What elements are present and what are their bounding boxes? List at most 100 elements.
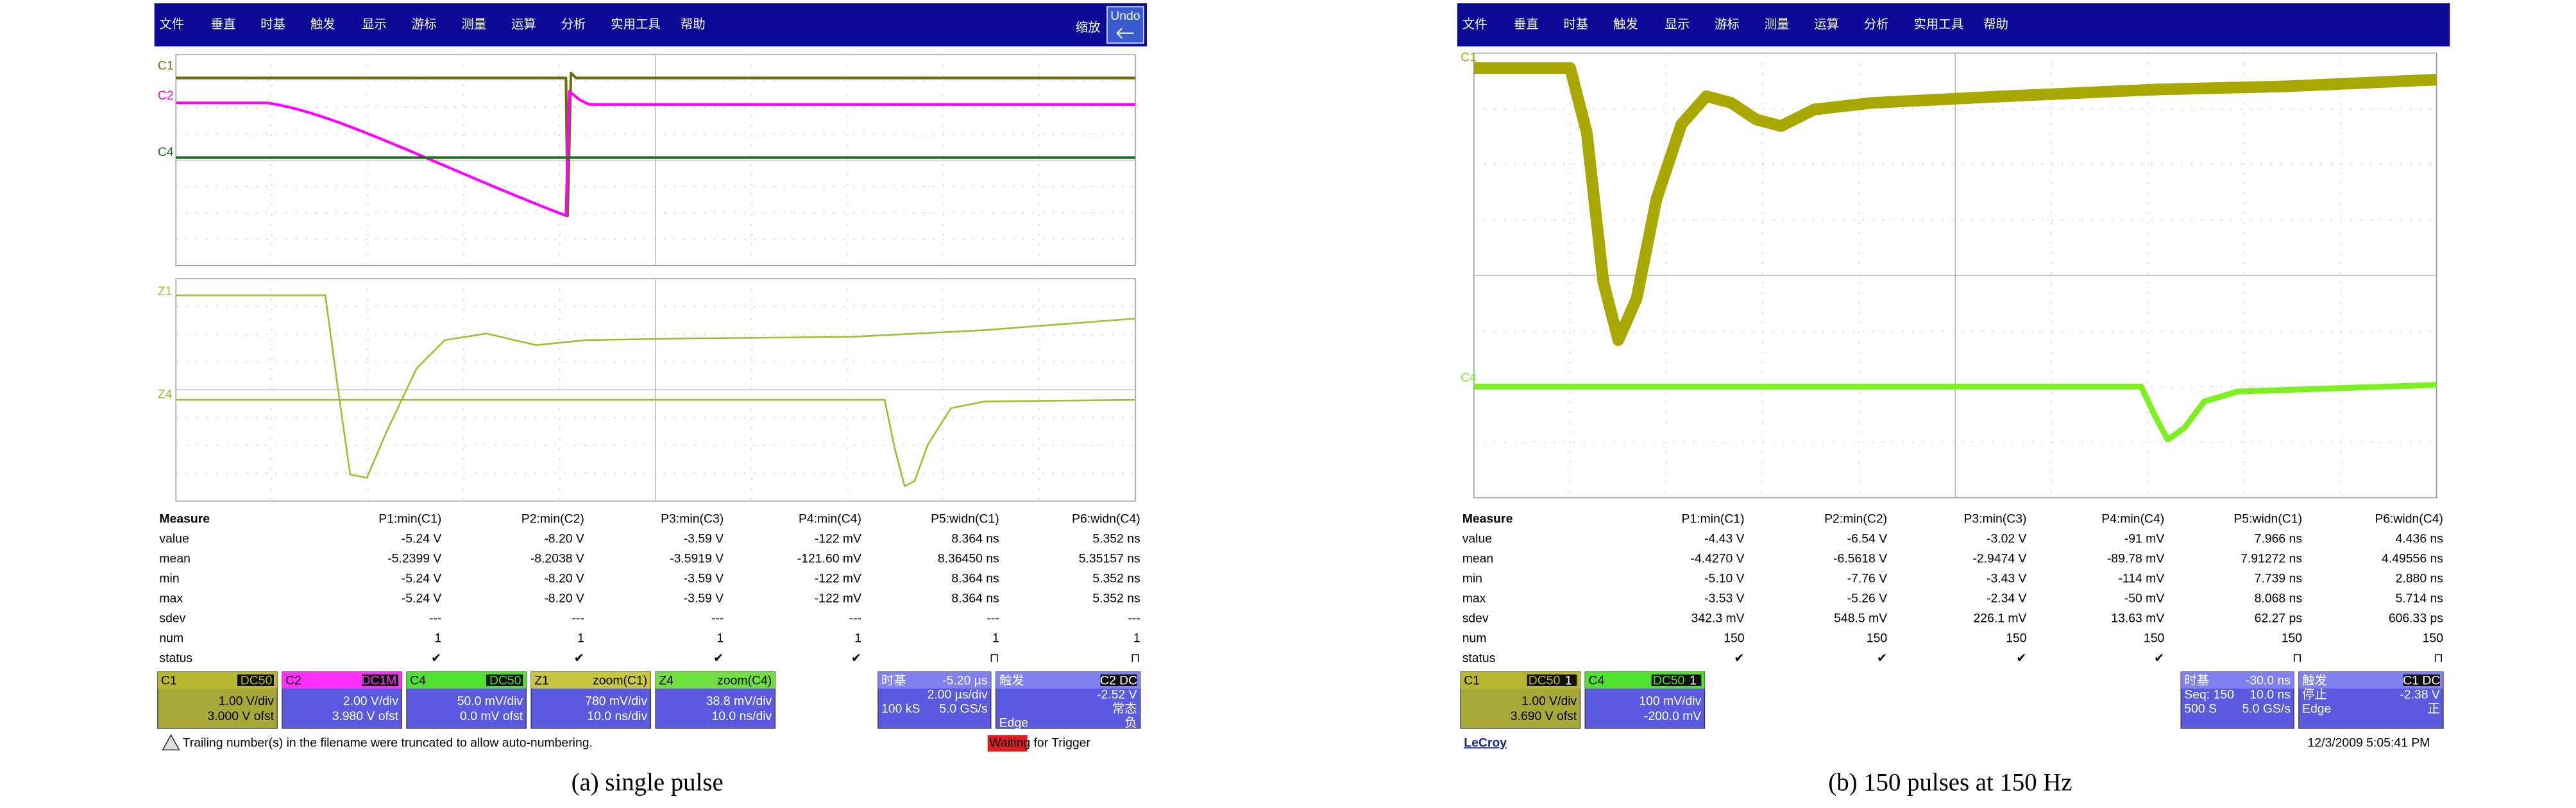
menu-item[interactable]: 游标 — [1715, 17, 1740, 31]
menu-item[interactable]: 实用工具 — [1914, 17, 1964, 31]
measure-header: P1:min(C1) — [1682, 511, 1745, 526]
coupling-tag-box — [237, 674, 274, 686]
menu-item[interactable]: 帮助 — [1983, 17, 2008, 31]
menu-item[interactable]: 帮助 — [681, 17, 706, 31]
measure-value: -4.4270 V — [1691, 551, 1745, 565]
menu-item[interactable]: 分析 — [561, 17, 586, 31]
waveform — [1473, 382, 2437, 443]
measure-value: ✔ — [574, 651, 584, 665]
channel-setting: 2.00 V/div — [343, 694, 399, 709]
trigger-setting: 常态 — [1112, 701, 1137, 716]
measure-value: 1 — [992, 631, 999, 645]
menu-item[interactable]: 时基 — [260, 17, 285, 31]
measure-row-label: min — [1462, 571, 1482, 585]
measure-value: 8.364 ns — [951, 571, 999, 585]
measure-value: 4.436 ns — [2396, 531, 2443, 546]
channel-name: Z4 — [659, 673, 674, 687]
menu-item[interactable]: 文件 — [159, 17, 184, 31]
menu-item[interactable]: 分析 — [1864, 17, 1889, 31]
measure-value: -3.59 V — [684, 571, 724, 585]
measure-value: 8.068 ns — [2255, 591, 2302, 605]
menu-item[interactable]: 运算 — [511, 17, 536, 31]
measure-value: ✔ — [2154, 651, 2164, 665]
measure-value: ✔ — [1877, 651, 1887, 665]
measure-value: 5.352 ns — [1092, 571, 1140, 585]
trace-label: Z4 — [158, 387, 173, 401]
timebase-value: -5.20 µs — [942, 673, 987, 687]
measure-value: 13.63 mV — [2111, 611, 2164, 625]
measure-value: 8.36450 ns — [938, 551, 999, 565]
measure-value: -5.24 V — [402, 571, 442, 585]
measure-value: -5.24 V — [402, 591, 442, 605]
measure-value: -50 mV — [2124, 591, 2165, 605]
menu-item[interactable]: 测量 — [461, 17, 486, 31]
trace-label: C4 — [158, 145, 174, 159]
measure-row-label: num — [1462, 631, 1487, 645]
measure-value: 1 — [577, 631, 584, 645]
measure-value: -5.2399 V — [387, 551, 441, 565]
measure-value: --- — [572, 611, 584, 625]
menu-item[interactable]: 垂直 — [1514, 17, 1539, 31]
measure-value: ⊓ — [2292, 651, 2302, 665]
measure-value: -3.02 V — [1987, 531, 2027, 546]
menu-item[interactable]: 垂直 — [211, 17, 236, 31]
measure-header: P1:min(C1) — [378, 511, 441, 526]
menu-item[interactable]: 触发 — [1613, 17, 1638, 31]
zoom-source: zoom(C4) — [717, 673, 772, 687]
caption: (b) 150 pulses at 150 Hz — [1828, 769, 2072, 796]
trigger-setting: Edge — [999, 716, 1028, 730]
scope-panel: 文件 垂直 时基 触发 显示 游标 测量 运算 分析 实用工具 帮助 缩放UndoC1C2C4Z1Z4… — [154, 3, 1148, 796]
measure-value: -114 mV — [2118, 571, 2164, 585]
measure-value: --- — [987, 611, 999, 625]
trace-label: C2 — [158, 89, 174, 103]
menu-item[interactable]: 游标 — [412, 17, 437, 31]
measure-value: 1 — [435, 631, 442, 645]
channel-setting: 3.690 V ofst — [1511, 709, 1577, 723]
measure-header: P4:min(C4) — [799, 511, 861, 526]
measure-value: ✔ — [1734, 651, 1744, 665]
channel-setting: -200.0 mV — [1644, 709, 1702, 723]
coupling-tag: DC50 — [1653, 673, 1685, 687]
timebase-setting: 5.0 GS/s — [939, 701, 987, 716]
measure-value: -8.20 V — [544, 591, 584, 605]
measure-row-label: num — [159, 631, 183, 645]
measure-value: -122 mV — [815, 531, 861, 546]
waveform — [176, 399, 1135, 487]
menu-item[interactable]: 实用工具 — [611, 17, 661, 31]
measure-value: 150 — [2282, 631, 2303, 645]
measure-value: 150 — [1867, 631, 1888, 645]
measure-row-label: status — [159, 651, 192, 665]
coupling-tag: DC50 — [241, 673, 273, 687]
timebase-header — [2181, 672, 2294, 689]
measure-row-label: value — [1462, 531, 1492, 546]
menu-item[interactable]: 测量 — [1765, 17, 1790, 31]
channel-header — [531, 672, 651, 689]
coupling-tag: DC1M — [362, 673, 397, 687]
measure-header: P5:widn(C1) — [931, 511, 999, 526]
measure-value: 1 — [1133, 631, 1140, 645]
measure-value: -121.60 mV — [797, 551, 861, 565]
zoom-button[interactable]: 缩放 — [1076, 21, 1101, 35]
channel-header — [656, 672, 775, 689]
menu-item[interactable]: 文件 — [1462, 17, 1487, 31]
status-highlight — [987, 735, 1028, 752]
menu-item[interactable]: 运算 — [1814, 17, 1839, 31]
trace-label: Z1 — [158, 284, 173, 298]
menu-item[interactable]: 时基 — [1564, 17, 1589, 31]
measure-header: P6:widn(C4) — [2375, 511, 2443, 526]
menu-item[interactable]: 显示 — [362, 17, 387, 31]
measure-value: -3.5919 V — [670, 551, 724, 565]
trigger-tag-box — [1100, 674, 1137, 686]
measure-value: --- — [711, 611, 724, 625]
measure-header: P3:min(C3) — [661, 511, 724, 526]
channel-name: C1 — [1464, 673, 1480, 687]
trigger-setting: 停止 — [2302, 687, 2327, 701]
timebase-setting: 10.0 ns — [2250, 687, 2291, 701]
menu-item[interactable]: 显示 — [1665, 17, 1690, 31]
measure-value: 342.3 mV — [1691, 611, 1745, 625]
channel-setting: 10.0 ns/div — [711, 709, 772, 723]
menu-item[interactable]: 触发 — [310, 17, 335, 31]
channel-setting: 0.0 mV ofst — [460, 709, 523, 723]
undo-button[interactable] — [1106, 6, 1144, 44]
coupling-tag-box — [486, 674, 523, 686]
